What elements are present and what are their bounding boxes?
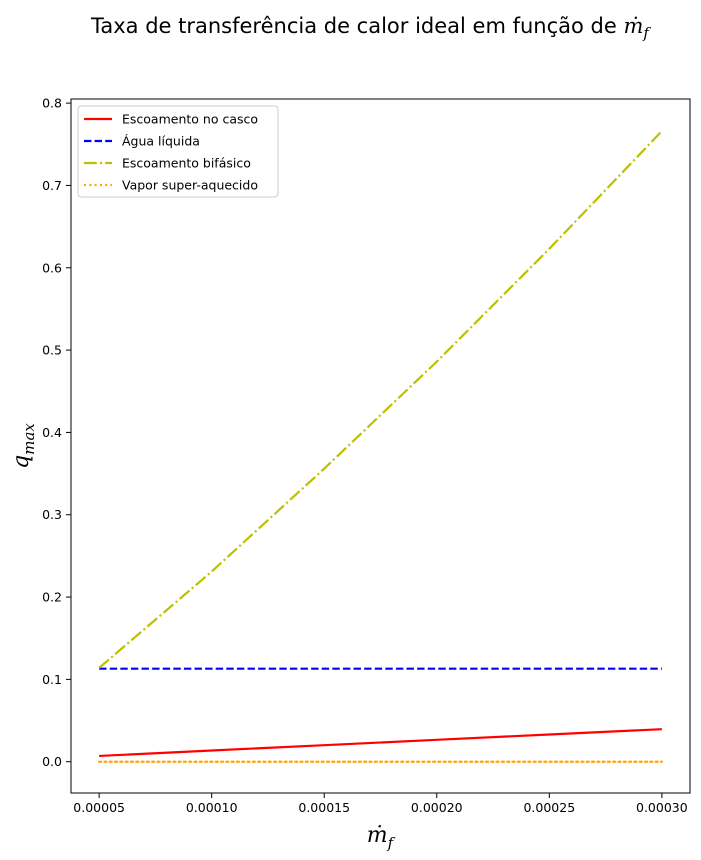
legend-box (77, 105, 279, 198)
y-tick-label: 0.2 (42, 590, 62, 605)
y-tick-label: 0.4 (42, 425, 62, 440)
y-axis-ticks: 0.0 0.1 0.2 0.3 0.4 0.5 0.6 0.7 0.8 (42, 96, 71, 769)
series-line-escoamento-no-casco (99, 728, 662, 758)
x-tick-label: 0.00030 (636, 800, 688, 815)
plot-area (70, 98, 691, 794)
y-axis-label: qmax (9, 423, 38, 469)
x-axis-ticks: 0.00005 0.00010 0.00015 0.00020 0.00025 0.000… (73, 793, 688, 815)
legend: Escoamento no casco Água líquida Escoament… (77, 105, 279, 198)
y-tick-label: 0.1 (42, 672, 62, 687)
y-tick-label: 0.8 (42, 96, 62, 111)
chart-title: Taxa de transferência de calor ideal em … (90, 14, 651, 42)
legend-label: Água líquida (122, 134, 200, 149)
x-tick-label: 0.00025 (523, 800, 575, 815)
series-layer (98, 130, 663, 763)
legend-label: Escoamento bifásico (122, 156, 251, 171)
x-tick-label: 0.00010 (186, 800, 238, 815)
series-line-escoamento-bif-sico (98, 130, 663, 669)
x-tick-label: 0.00020 (411, 800, 463, 815)
y-tick-label: 0.5 (42, 343, 62, 358)
y-tick-label: 0.6 (42, 260, 62, 275)
x-axis-label: ṁf (367, 823, 396, 852)
x-tick-label: 0.00005 (73, 800, 125, 815)
legend-label: Escoamento no casco (122, 112, 258, 127)
y-tick-label: 0.0 (42, 754, 62, 769)
y-tick-label: 0.3 (42, 507, 62, 522)
legend-label: Vapor super-aquecido (122, 178, 258, 193)
y-tick-label: 0.7 (42, 178, 62, 193)
x-tick-label: 0.00015 (298, 800, 350, 815)
